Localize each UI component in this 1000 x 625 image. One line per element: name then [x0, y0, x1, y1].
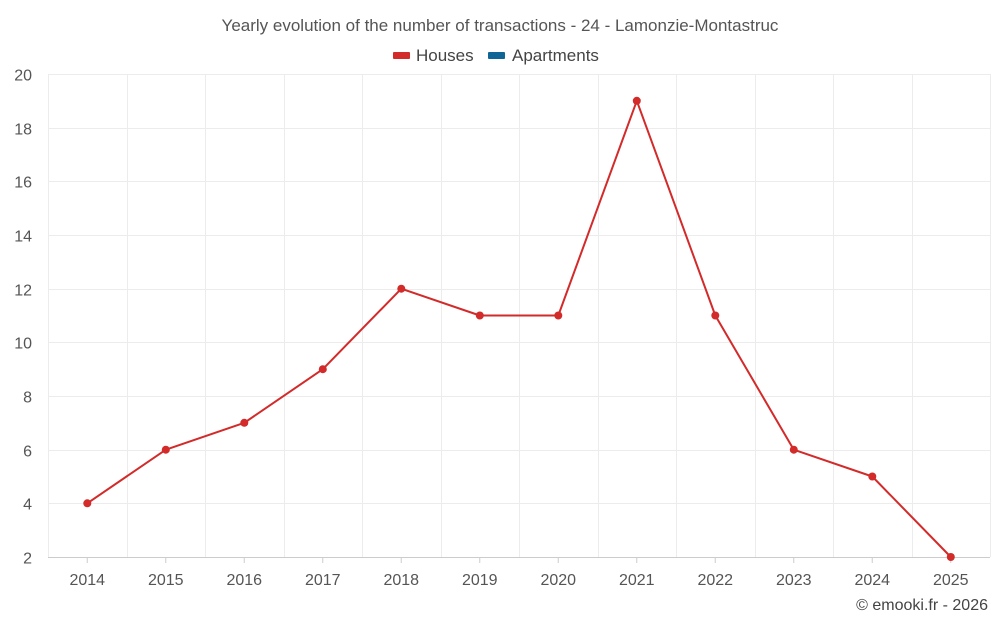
chart-title: Yearly evolution of the number of transa… — [222, 16, 779, 35]
series-layer — [83, 96, 955, 561]
legend-item-apartments[interactable]: Apartments — [488, 46, 599, 65]
data-point-houses[interactable] — [554, 311, 563, 320]
legend-swatch-apartments — [488, 52, 505, 59]
x-tick-label: 2014 — [69, 572, 105, 589]
x-tick-label: 2019 — [462, 572, 498, 589]
data-point-houses[interactable] — [161, 445, 170, 454]
x-tick-label: 2018 — [383, 572, 419, 589]
x-axis-tick-labels: 2014 2015 2016 2017 2018 2019 2020 2021 2022 2023… — [69, 557, 969, 589]
y-axis-tick-labels: 2 4 6 8 10 12 14 16 18 20 — [14, 68, 32, 568]
x-tick-label: 2021 — [619, 572, 655, 589]
data-point-houses[interactable] — [240, 418, 249, 427]
y-tick-label: 8 — [23, 390, 32, 407]
data-point-houses[interactable] — [318, 365, 327, 374]
y-tick-label: 6 — [23, 444, 32, 461]
credit-text: © emooki.fr - 2026 — [856, 597, 988, 614]
data-point-houses[interactable] — [475, 311, 484, 320]
x-tick-label: 2015 — [148, 572, 184, 589]
legend-swatch-houses — [393, 52, 410, 59]
series-line-houses — [86, 99, 952, 558]
x-tick-label: 2017 — [305, 572, 341, 589]
data-point-houses[interactable] — [397, 284, 406, 293]
x-tick-label: 2016 — [226, 572, 262, 589]
legend-label-houses: Houses — [416, 46, 474, 65]
y-tick-label: 16 — [14, 175, 32, 192]
legend-item-houses[interactable]: Houses — [393, 46, 474, 65]
x-tick-label: 2023 — [776, 572, 812, 589]
y-tick-label: 20 — [14, 68, 32, 85]
data-point-houses[interactable] — [83, 499, 92, 508]
legend: Houses Apartments — [393, 46, 599, 65]
data-point-houses[interactable] — [946, 553, 955, 561]
y-tick-label: 2 — [23, 551, 32, 568]
data-point-houses[interactable] — [868, 472, 877, 481]
legend-label-apartments: Apartments — [512, 46, 599, 65]
y-tick-label: 14 — [14, 229, 32, 246]
x-tick-label: 2024 — [854, 572, 890, 589]
y-tick-label: 12 — [14, 283, 32, 300]
x-tick-label: 2022 — [697, 572, 733, 589]
x-tick-label: 2020 — [540, 572, 576, 589]
y-tick-label: 10 — [14, 336, 32, 353]
y-tick-label: 18 — [14, 122, 32, 139]
data-point-houses[interactable] — [632, 96, 641, 105]
x-gridlines — [48, 74, 991, 557]
x-tick-label: 2025 — [933, 572, 969, 589]
data-point-houses[interactable] — [711, 311, 720, 320]
y-tick-label: 4 — [23, 497, 32, 514]
data-point-houses[interactable] — [789, 445, 798, 454]
